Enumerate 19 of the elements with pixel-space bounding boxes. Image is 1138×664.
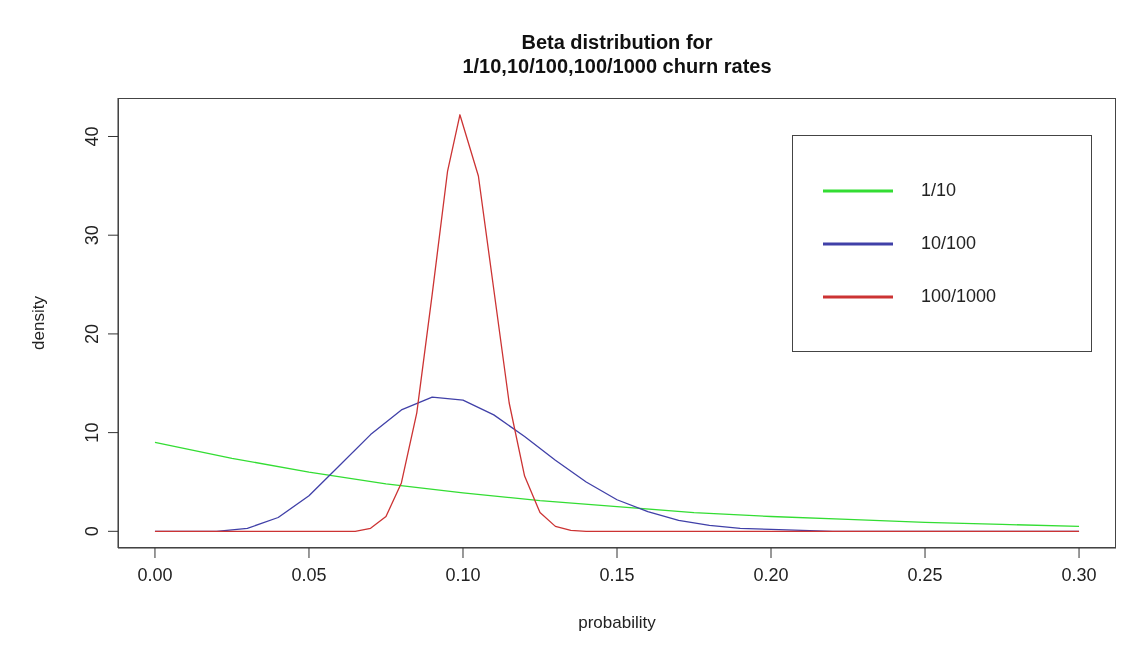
legend-label: 10/100 — [921, 233, 977, 254]
y-axis-title: density — [29, 295, 49, 350]
line-series — [154, 441, 1080, 528]
x-tick-label: 0.15 — [599, 564, 635, 585]
x-tick-label: 0.20 — [753, 564, 789, 585]
x-tick-label: 0.00 — [137, 564, 173, 585]
y-tick-label: 30 — [82, 225, 102, 246]
y-tick-label: 20 — [82, 323, 102, 344]
y-tick-label: 0 — [82, 526, 102, 537]
legend-label: 100/1000 — [921, 286, 997, 307]
y-tick-label: 40 — [82, 126, 102, 147]
x-axis-title: probability — [578, 613, 657, 632]
chart-title: Beta distribution for 1/10,10/100,100/1000 churn rates — [461, 30, 773, 78]
x-tick-label: 0.10 — [445, 564, 481, 585]
x-tick-label: 0.25 — [907, 564, 943, 585]
legend-label: 1/10 — [921, 180, 957, 201]
x-tick-label: 0.30 — [1061, 564, 1097, 585]
y-tick-label: 10 — [82, 422, 102, 443]
x-tick-label: 0.05 — [291, 564, 327, 585]
